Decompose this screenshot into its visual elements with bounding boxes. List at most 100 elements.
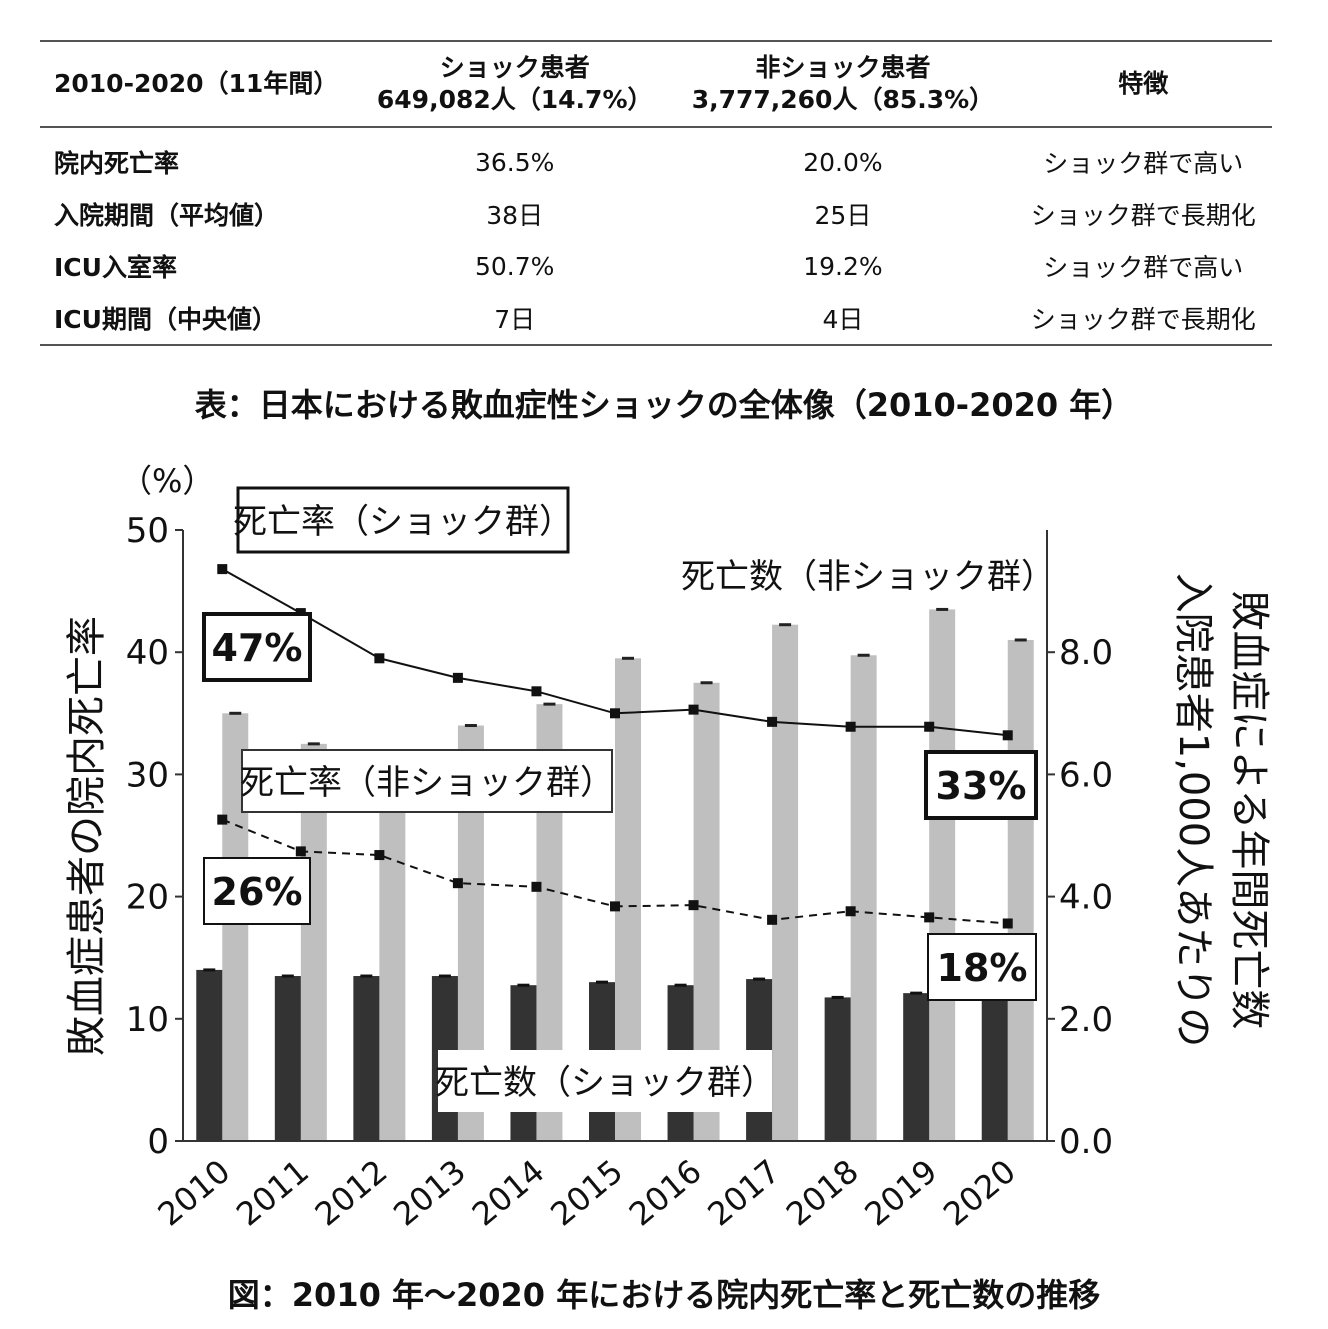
row-shock-value: 7日 [494, 305, 536, 334]
nonshock-mortality-point [1002, 918, 1013, 929]
label-box-shock-deaths [438, 1050, 772, 1112]
y-axis-title: 敗血症患者の院内死亡率 [64, 616, 110, 1056]
nonshock-mortality-point [845, 906, 856, 917]
y2-tick-label: 6.0 [1059, 755, 1113, 795]
bar-nonshock-deaths [929, 609, 956, 1141]
nonshock-mortality-point [295, 846, 306, 857]
x-tick-label: 2020 [936, 1152, 1023, 1233]
shock-mortality-point [924, 721, 935, 732]
annotation-box [927, 933, 1037, 1001]
y-tick-label: 10 [126, 1000, 169, 1040]
nonshock-mortality-point [924, 912, 935, 923]
x-tick-label: 2015 [543, 1152, 630, 1233]
y-tick-label: 40 [126, 633, 169, 673]
y2-tick-label: 4.0 [1059, 878, 1113, 918]
row-feature: ショック群で高い [1043, 149, 1244, 178]
table-header-row: 2010-2020（11年間） ショック患者 649,082人（14.7%） 非… [40, 41, 1272, 127]
series-label-nonshock-mortality: 死亡率（非ショック群） [240, 763, 614, 803]
y2-tick-label: 0.0 [1059, 1122, 1113, 1162]
header-period: 2010-2020（11年間） [54, 69, 339, 98]
row-label: 入院期間（平均値） [54, 201, 280, 230]
row-label: ICU入室率 [54, 253, 177, 282]
annotation-value: 47% [212, 626, 303, 670]
annotation-value: 33% [936, 764, 1027, 808]
figure-caption: 図：2010 年～2020 年における院内死亡率と死亡数の推移 [227, 1276, 1101, 1314]
row-nonshock-value: 25日 [814, 201, 872, 230]
shock-mortality-point [452, 672, 463, 683]
mortality-chart: 010203040500.02.04.06.08.020102011201220… [64, 462, 1272, 1233]
series-label-nonshock-deaths: 死亡数（非ショック群） [681, 557, 1055, 597]
label-box-nonshock-mortality [241, 749, 613, 813]
shock-mortality-point [531, 686, 542, 697]
shock-mortality-point [374, 653, 385, 664]
row-feature: ショック群で長期化 [1030, 305, 1256, 334]
x-tick-label: 2016 [622, 1152, 709, 1233]
header-nonshock: 非ショック患者 3,777,260人（85.3%） [671, 41, 1014, 127]
bar-shock-deaths [353, 976, 380, 1141]
table-row: 院内死亡率 36.5% 20.0% ショック群で高い [40, 127, 1272, 188]
shock-mortality-point [845, 721, 856, 732]
header-shock-count: 649,082人（14.7%） [376, 85, 653, 114]
nonshock-mortality-point [610, 901, 620, 912]
summary-table: 2010-2020（11年間） ショック患者 649,082人（14.7%） 非… [40, 40, 1272, 346]
shock-mortality-point [1002, 730, 1013, 741]
nonshock-mortality-point [688, 900, 699, 911]
row-shock-value: 50.7% [474, 251, 555, 281]
bar-nonshock-deaths [850, 655, 877, 1141]
bar-shock-deaths [981, 994, 1008, 1141]
series-label-shock-deaths: 死亡数（ショック群） [435, 1063, 775, 1103]
annotation-box [924, 750, 1038, 820]
label-box-shock-mortality [236, 486, 570, 554]
row-nonshock-value: 19.2% [803, 251, 883, 281]
bar-shock-deaths [196, 969, 223, 1141]
row-label: 院内死亡率 [54, 149, 180, 178]
row-nonshock-value: 4日 [822, 305, 864, 334]
nonshock-mortality-point [374, 850, 385, 861]
header-shock: ショック患者 649,082人（14.7%） [358, 41, 671, 127]
header-nonshock-count: 3,777,260人（85.3%） [691, 85, 995, 114]
row-feature: ショック群で高い [1043, 253, 1244, 282]
table-caption: 表：日本における敗血症性ショックの全体像（2010-2020 年） [194, 386, 1134, 424]
x-tick-label: 2019 [858, 1152, 945, 1233]
header-nonshock-title: 非ショック患者 [755, 53, 931, 82]
y2-tick-label: 8.0 [1059, 633, 1113, 673]
header-shock-title: ショック患者 [439, 53, 590, 82]
shock-mortality-point [610, 708, 620, 719]
x-tick-label: 2012 [308, 1152, 395, 1233]
bar-shock-deaths [903, 993, 930, 1141]
y2-axis-title-line1: 入院患者1,000人あたりの [1170, 573, 1216, 1048]
row-nonshock-value: 20.0% [803, 147, 883, 177]
annotation-box [202, 612, 312, 682]
x-tick-label: 2017 [700, 1152, 787, 1233]
bar-nonshock-deaths [379, 762, 406, 1141]
y2-tick-label: 2.0 [1059, 1000, 1113, 1040]
table-row: ICU入室率 50.7% 19.2% ショック群で高い [40, 240, 1272, 292]
shock-mortality-point [688, 704, 699, 715]
y-unit-label: （%） [120, 462, 214, 500]
annotation-value: 26% [212, 870, 303, 914]
y-tick-label: 0 [147, 1122, 169, 1162]
row-feature: ショック群で長期化 [1030, 201, 1256, 230]
header-feature: 特徴 [1118, 69, 1169, 98]
nonshock-mortality-point [531, 881, 542, 892]
bar-shock-deaths [274, 976, 301, 1141]
x-tick-label: 2010 [151, 1152, 238, 1233]
row-shock-value: 36.5% [474, 147, 555, 177]
shock-mortality-point [767, 716, 778, 727]
series-label-shock-mortality: 死亡率（ショック群） [233, 502, 573, 542]
bar-shock-deaths [824, 997, 851, 1141]
bar-nonshock-deaths [772, 624, 799, 1141]
row-label: ICU期間（中央値） [54, 305, 277, 334]
annotation-value: 18% [937, 946, 1028, 990]
table-row: ICU期間（中央値） 7日 4日 ショック群で長期化 [40, 292, 1272, 345]
x-tick-label: 2013 [386, 1152, 473, 1233]
x-tick-label: 2011 [229, 1152, 316, 1233]
y-tick-label: 30 [126, 755, 169, 795]
shock-mortality-point [217, 564, 228, 575]
nonshock-mortality-point [452, 878, 463, 889]
nonshock-mortality-point [767, 914, 778, 925]
y-tick-label: 50 [126, 511, 169, 551]
bar-nonshock-deaths [1007, 639, 1034, 1141]
y-tick-label: 20 [126, 878, 169, 918]
x-tick-label: 2018 [779, 1152, 866, 1233]
